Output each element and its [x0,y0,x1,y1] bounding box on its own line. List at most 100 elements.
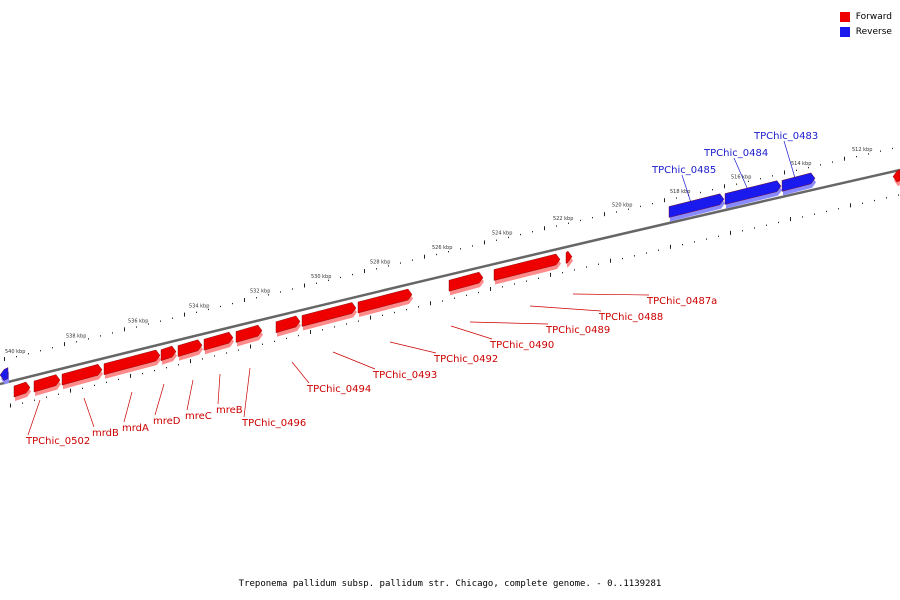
upper-tick [784,170,785,175]
lower-tick [178,364,179,366]
leader-line [83,397,95,428]
upper-tick [292,288,293,290]
gene-arrow[interactable] [13,381,31,402]
upper-tick [652,202,653,205]
gene-arrow[interactable] [724,180,782,209]
lower-tick [70,388,71,393]
gene-label[interactable]: mrdB [92,428,119,439]
gene-arrow[interactable] [0,367,9,385]
gene-arrow[interactable] [275,315,301,337]
kbp-label: 532 kbp [250,289,270,295]
leader-line [783,140,796,179]
gene-arrow[interactable] [448,271,484,296]
gene-arrow-body [357,288,413,314]
upper-tick [124,327,125,332]
upper-tick [496,239,497,241]
gene-label[interactable]: mreD [153,416,181,427]
gene-label[interactable]: mreC [185,411,212,422]
upper-tick [460,248,461,250]
lower-tick-row [10,194,899,408]
upper-tick [160,320,161,322]
gene-label[interactable]: TPChic_0483 [753,131,818,142]
gene-label[interactable]: TPChic_0488 [598,312,663,323]
kbp-label: 540 kbp [5,349,25,355]
upper-tick [244,298,245,303]
genome-backbone [0,168,900,386]
legend-forward: Forward [839,9,892,24]
upper-tick [796,169,797,172]
upper-tick [220,305,221,308]
upper-tick [844,156,845,161]
gene-label[interactable]: TPChic_0502 [25,436,90,447]
upper-tick [448,250,449,253]
upper-tick [136,326,137,328]
gene-label[interactable]: TPChic_0494 [306,384,371,395]
gene-arrow[interactable] [565,250,573,268]
gene-label[interactable]: TPChic_0490 [489,340,554,351]
upper-tick [820,164,821,166]
lower-tick [874,199,875,202]
gene-arrow[interactable] [781,172,816,196]
upper-tick [640,205,641,208]
gene-arrow[interactable] [235,324,263,347]
leader-line [450,325,493,340]
lower-tick [346,323,347,325]
leader-line [154,383,165,416]
gene-label[interactable]: mrdA [122,423,149,434]
lower-tick [298,334,299,337]
upper-tick [748,180,749,183]
label-leader-lines [27,140,796,436]
leader-line [529,305,602,312]
gene-arrow[interactable] [33,374,61,397]
kbp-label: 518 kbp [670,189,690,195]
upper-tick [760,177,761,180]
upper-tick [4,357,5,362]
upper-tick [472,245,473,247]
lower-tick [58,393,59,395]
upper-tick [664,198,665,203]
gene-label[interactable]: TPChic_0489 [545,325,610,336]
upper-tick [868,153,869,155]
gene-arrow[interactable] [357,288,413,317]
upper-tick [736,183,737,185]
upper-tick [508,236,509,239]
gene-arrow[interactable] [203,331,234,355]
lower-tick [706,238,707,240]
lower-tick [526,280,527,282]
gene-arrow[interactable] [103,349,161,379]
legend-reverse: Reverse [839,24,892,39]
gene-label[interactable]: TPChic_0485 [651,165,716,176]
gene-label[interactable]: TPChic_0493 [372,370,437,381]
leader-line [123,391,133,423]
upper-tick [16,356,17,358]
gene-label[interactable]: mreB [216,405,243,416]
gene-label[interactable]: TPChic_0487a [646,296,717,307]
gene-arrow[interactable] [177,339,203,361]
gene-arrow[interactable] [668,193,725,222]
lower-tick [286,337,287,340]
kbp-label: 512 kbp [852,147,872,153]
lower-tick [646,252,647,254]
lower-tick [10,403,11,408]
lower-tick [418,306,419,308]
lower-tick [586,266,587,268]
upper-tick [316,282,317,284]
gene-label[interactable]: TPChic_0496 [241,418,306,429]
gene-arrow-body [493,253,561,281]
upper-tick [196,311,197,313]
gene-arrow[interactable] [301,302,357,331]
upper-tick [28,353,29,355]
gene-label[interactable]: TPChic_0484 [703,148,768,159]
leader-line [243,367,251,418]
gene-arrow[interactable] [160,345,177,365]
lower-tick [130,373,131,378]
leader-line [469,321,549,325]
gene-arrow-body [565,250,573,264]
gene-arrow[interactable] [493,253,561,285]
gene-label[interactable]: TPChic_0492 [433,354,498,365]
upper-tick [424,254,425,259]
lower-tick [682,244,683,246]
upper-tick [544,226,545,231]
lower-tick [430,301,431,306]
gene-arrow[interactable] [61,364,103,390]
